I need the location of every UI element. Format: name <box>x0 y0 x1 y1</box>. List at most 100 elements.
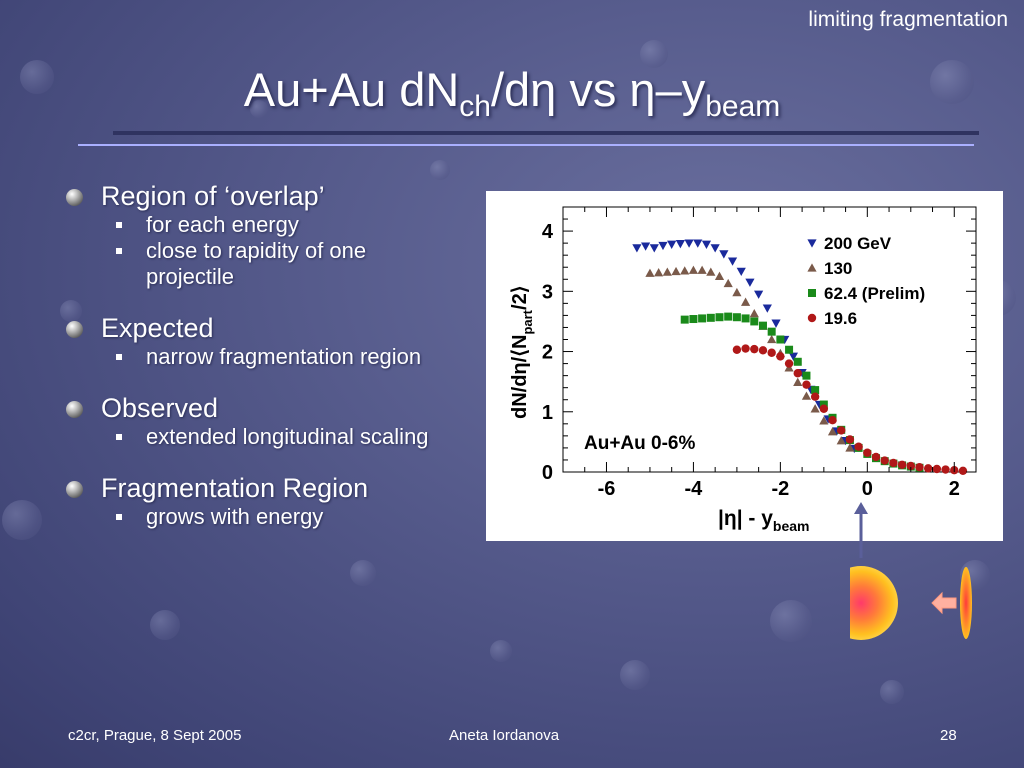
data-point <box>811 386 820 395</box>
data-point <box>819 404 829 413</box>
data-point <box>802 371 811 380</box>
sub-bullet-text: for each energy <box>146 212 299 237</box>
chart: -6 -4 -2 0 2 0 1 2 3 4 Au+Au 0-6% |η| - ybeam dN/… <box>509 206 977 534</box>
sphere-bullet-icon <box>66 481 83 498</box>
data-point <box>680 315 689 324</box>
data-point <box>784 359 794 368</box>
data-point <box>767 334 777 344</box>
sub-bullet-text: narrow fragmentation region <box>146 344 422 369</box>
x-tick-label: 0 <box>862 478 873 500</box>
sub-bullet-text: close to rapidity of one projectile <box>146 238 367 289</box>
data-point <box>754 290 764 299</box>
title-part: Au+Au dN <box>243 63 460 116</box>
data-point <box>671 266 681 276</box>
square-bullet-icon <box>116 514 122 520</box>
x-axis-label: |η| - ybeam <box>718 507 810 534</box>
data-point <box>741 314 750 323</box>
y-axis-label: dN/dη/⟨Npart/2⟩ <box>509 286 535 420</box>
y-tick-label: 4 <box>542 221 554 243</box>
x-tick-label: -4 <box>685 478 704 500</box>
data-point <box>723 278 733 288</box>
data-point <box>897 460 907 469</box>
data-point <box>802 380 811 389</box>
data-point <box>732 345 742 354</box>
page-title: Au+Au dNch/dη vs η–ybeam <box>0 62 1024 124</box>
legend-entry: 200 GeV <box>824 234 892 253</box>
corner-label: limiting fragmentation <box>808 8 1008 31</box>
data-point <box>632 244 642 253</box>
data-point <box>724 312 733 321</box>
sphere-bullet-icon <box>66 189 83 206</box>
data-point <box>645 268 655 277</box>
y-axis-label-sub: part <box>520 309 535 334</box>
footer-author: Aneta Iordanova <box>449 727 560 744</box>
data-point <box>706 267 716 276</box>
title-subscript-beam: beam <box>705 90 781 123</box>
chart-annotation: Au+Au 0-6% <box>584 433 695 454</box>
data-point <box>706 313 715 322</box>
legend-entry: 130 <box>824 259 852 278</box>
x-tick-label: -6 <box>598 478 616 500</box>
data-point <box>662 267 672 276</box>
data-point <box>871 452 881 462</box>
square-bullet-icon <box>116 248 122 254</box>
sphere-bullet-icon <box>66 321 83 338</box>
data-point <box>693 239 703 248</box>
data-point <box>932 464 942 474</box>
data-point <box>771 319 781 328</box>
data-point <box>776 352 785 361</box>
data-point <box>827 427 838 436</box>
data-point <box>837 426 846 435</box>
data-point <box>732 287 742 297</box>
data-point <box>680 266 690 275</box>
title-rule-shadow <box>113 131 979 135</box>
title-part: /dη vs η–y <box>490 63 706 116</box>
data-point <box>810 404 820 413</box>
data-point <box>697 265 707 274</box>
data-point <box>845 443 855 452</box>
data-point <box>819 400 828 409</box>
sub-bullet-item: grows with energy <box>66 504 456 530</box>
data-point <box>810 392 820 401</box>
chart-marks <box>632 239 968 475</box>
data-point <box>727 257 738 266</box>
chart-panel: -6 -4 -2 0 2 0 1 2 3 4 Au+Au 0-6% |η| - ybeam dN/… <box>486 191 1003 541</box>
sub-bullet-item: close to rapidity of one projectile <box>66 238 456 290</box>
chart-ticks: -6 -4 -2 0 2 0 1 2 3 4 <box>542 206 977 500</box>
data-point <box>793 357 802 366</box>
square-bullet-icon <box>116 222 122 228</box>
data-point <box>698 314 707 323</box>
data-point <box>750 344 759 354</box>
data-point <box>923 464 933 473</box>
data-point <box>714 271 725 280</box>
x-axis-label-main: |η| - y <box>718 507 773 530</box>
collision-diagram <box>850 502 972 640</box>
x-axis-label-sub: beam <box>773 518 810 534</box>
left-arrow-icon <box>931 591 957 615</box>
data-point <box>649 244 659 253</box>
bullet-item: Region of ‘overlap’ <box>66 180 456 212</box>
legend-entry: 62.4 (Prelim) <box>824 284 925 303</box>
data-point <box>749 309 759 318</box>
bullet-text: Expected <box>101 313 214 343</box>
y-tick-label: 3 <box>542 281 553 303</box>
data-point <box>684 239 694 248</box>
sub-bullet-item: narrow fragmentation region <box>66 344 456 370</box>
data-point <box>776 335 785 344</box>
up-arrow-icon <box>854 502 868 558</box>
data-point <box>758 321 767 330</box>
data-point <box>758 346 768 355</box>
legend-marker <box>807 239 817 248</box>
data-point <box>667 240 677 249</box>
data-point <box>688 265 699 274</box>
data-point <box>801 391 812 400</box>
data-point <box>889 458 898 468</box>
data-point <box>641 242 651 251</box>
legend-marker <box>807 313 817 323</box>
sub-bullet-item: for each energy <box>66 212 456 238</box>
legend-marker <box>807 263 817 272</box>
data-point <box>788 352 799 361</box>
y-tick-label: 0 <box>542 462 553 484</box>
data-point <box>710 244 720 253</box>
legend-entry: 19.6 <box>824 309 857 328</box>
